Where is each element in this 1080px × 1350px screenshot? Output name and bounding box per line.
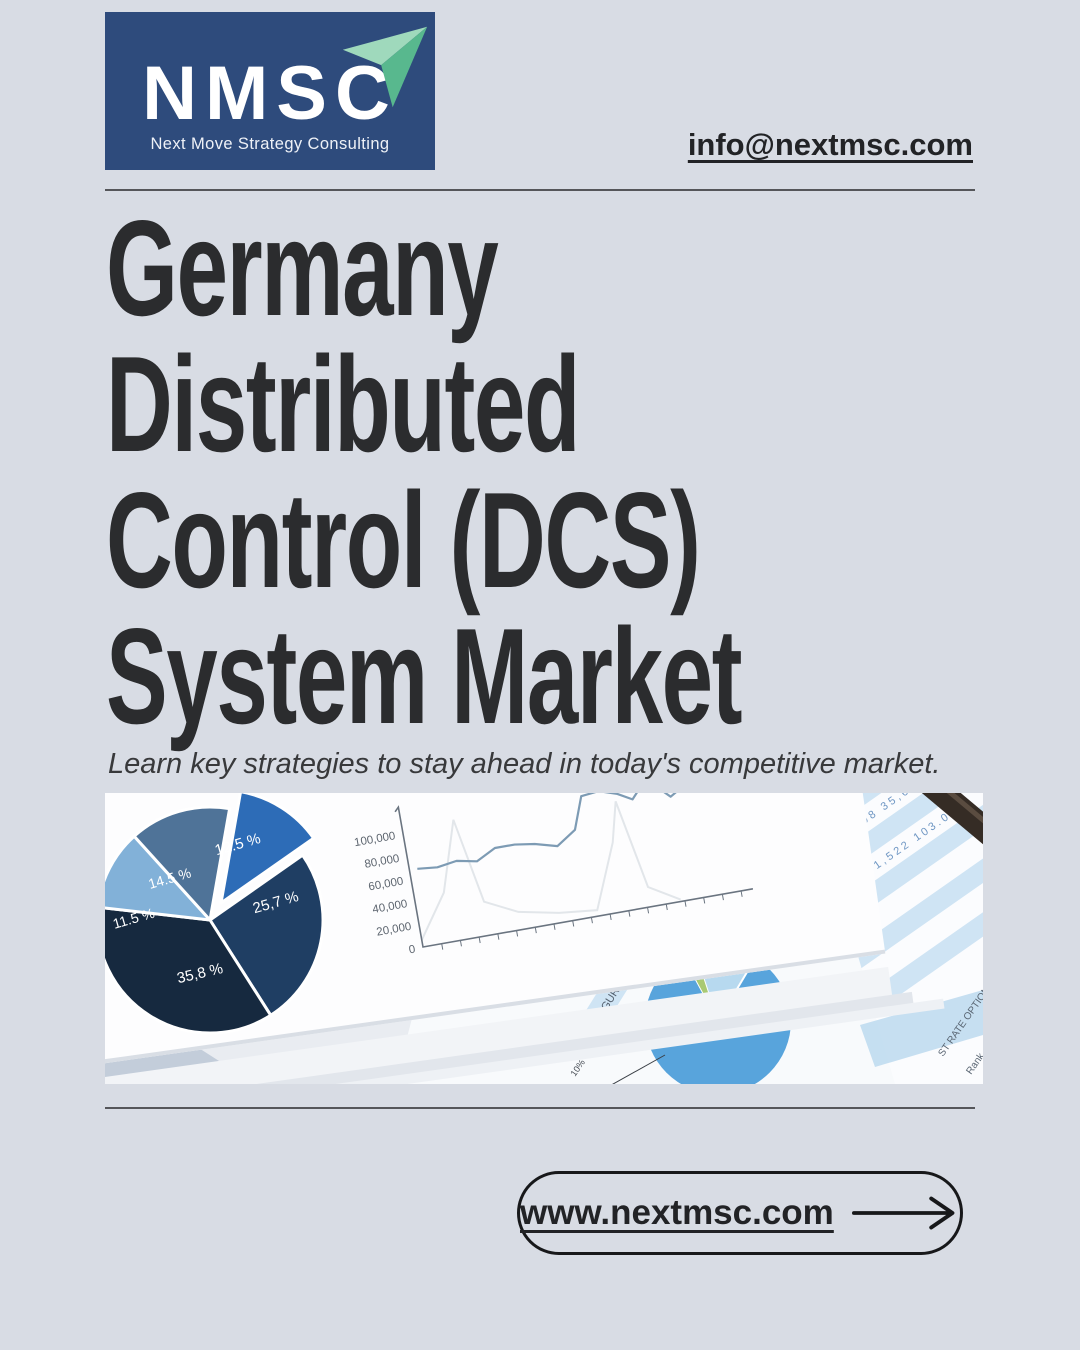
logo-tagline: Next Move Strategy Consulting: [150, 135, 390, 153]
paper-plane-icon: [342, 26, 428, 108]
y-tick: 0: [408, 943, 416, 956]
analytics-photo: 44,170 26,229 40,328 7,696 80.9 91,584 7…: [105, 793, 983, 1084]
page-title: Germany Distributed Control (DCS) System…: [106, 200, 1040, 744]
email-link[interactable]: info@nextmsc.com: [687, 127, 973, 162]
divider-top: [105, 189, 975, 191]
line-chart: 100,000 80,000 60,000 40,000 20,000 0: [353, 793, 754, 956]
pie-chart: [105, 793, 325, 1035]
logo-acronym: NMSC: [142, 51, 398, 136]
headline-line-2: Distributed: [106, 328, 581, 480]
website-button[interactable]: www.nextmsc.com: [517, 1171, 963, 1255]
divider-bottom: [105, 1107, 975, 1109]
headline-line-4: System Market: [106, 600, 743, 752]
arrow-right-icon: [851, 1196, 955, 1230]
nmsc-logo: NMSC Next Move Strategy Consulting: [105, 12, 435, 170]
pen: [906, 793, 983, 945]
subtitle: Learn key strategies to stay ahead in to…: [108, 748, 941, 780]
headline-line-3: Control (DCS): [106, 464, 701, 616]
website-label: www.nextmsc.com: [520, 1193, 834, 1232]
headline-line-1: Germany: [106, 192, 499, 344]
